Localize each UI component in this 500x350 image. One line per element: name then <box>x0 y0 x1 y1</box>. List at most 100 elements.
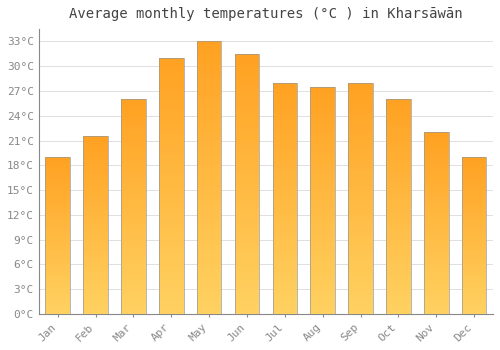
Bar <box>121 113 146 117</box>
Bar <box>234 127 260 132</box>
Bar <box>462 230 486 233</box>
Bar <box>84 302 108 305</box>
Bar <box>46 215 70 217</box>
Bar <box>272 125 297 129</box>
Bar <box>272 225 297 229</box>
Bar <box>272 283 297 287</box>
Bar <box>121 250 146 253</box>
Bar <box>386 185 410 189</box>
Bar <box>310 219 335 223</box>
Bar <box>348 183 373 187</box>
Bar <box>348 237 373 241</box>
Bar <box>84 225 108 228</box>
Bar <box>84 237 108 240</box>
Bar <box>197 114 222 119</box>
Bar <box>46 170 70 173</box>
Bar <box>348 113 373 118</box>
Bar <box>159 58 184 314</box>
Bar <box>84 299 108 302</box>
Bar <box>121 267 146 271</box>
Bar <box>121 178 146 182</box>
Bar <box>462 220 486 223</box>
Bar <box>272 129 297 133</box>
Bar <box>348 291 373 295</box>
Bar <box>272 287 297 291</box>
Bar <box>424 205 448 208</box>
Bar <box>121 199 146 203</box>
Bar <box>310 212 335 216</box>
Bar <box>310 310 335 314</box>
Bar <box>462 157 486 160</box>
Bar <box>234 240 260 245</box>
Bar <box>121 189 146 192</box>
Bar <box>234 262 260 266</box>
Bar <box>310 155 335 159</box>
Bar <box>424 141 448 145</box>
Bar <box>462 157 486 314</box>
Bar <box>386 121 410 124</box>
Bar <box>84 228 108 231</box>
Bar <box>348 299 373 302</box>
Bar <box>234 205 260 210</box>
Bar <box>272 110 297 114</box>
Bar <box>159 306 184 310</box>
Bar <box>84 204 108 208</box>
Bar <box>310 121 335 125</box>
Bar <box>386 296 410 300</box>
Bar <box>84 270 108 273</box>
Bar <box>348 295 373 299</box>
Bar <box>424 235 448 238</box>
Bar <box>348 152 373 156</box>
Bar <box>310 242 335 246</box>
Bar <box>348 121 373 125</box>
Bar <box>348 148 373 152</box>
Bar <box>121 232 146 235</box>
Bar <box>234 305 260 310</box>
Bar <box>159 66 184 71</box>
Bar <box>84 243 108 246</box>
Bar <box>84 210 108 214</box>
Bar <box>462 212 486 215</box>
Bar <box>348 241 373 245</box>
Bar <box>348 106 373 110</box>
Bar <box>272 156 297 160</box>
Bar <box>424 220 448 223</box>
Bar <box>197 305 222 309</box>
Bar <box>159 301 184 306</box>
Bar <box>462 222 486 225</box>
Bar <box>424 247 448 250</box>
Bar <box>424 147 448 150</box>
Bar <box>46 204 70 207</box>
Bar <box>197 41 222 46</box>
Bar <box>234 110 260 114</box>
Bar <box>234 132 260 136</box>
Bar <box>424 257 448 259</box>
Bar <box>462 191 486 194</box>
Bar <box>310 159 335 163</box>
Bar <box>159 100 184 105</box>
Bar <box>272 214 297 218</box>
Bar <box>424 223 448 226</box>
Bar <box>46 188 70 191</box>
Bar <box>84 202 108 204</box>
Bar <box>46 175 70 178</box>
Bar <box>462 183 486 186</box>
Bar <box>159 109 184 113</box>
Bar <box>310 227 335 231</box>
Bar <box>310 94 335 98</box>
Bar <box>84 175 108 178</box>
Bar <box>424 281 448 284</box>
Bar <box>121 128 146 132</box>
Bar <box>424 241 448 244</box>
Bar <box>46 272 70 275</box>
Bar <box>159 122 184 126</box>
Bar <box>197 237 222 242</box>
Bar <box>424 193 448 196</box>
Bar <box>386 146 410 149</box>
Bar <box>159 280 184 284</box>
Bar <box>159 258 184 263</box>
Bar <box>386 232 410 235</box>
Bar <box>121 149 146 153</box>
Bar <box>121 224 146 228</box>
Bar <box>272 264 297 268</box>
